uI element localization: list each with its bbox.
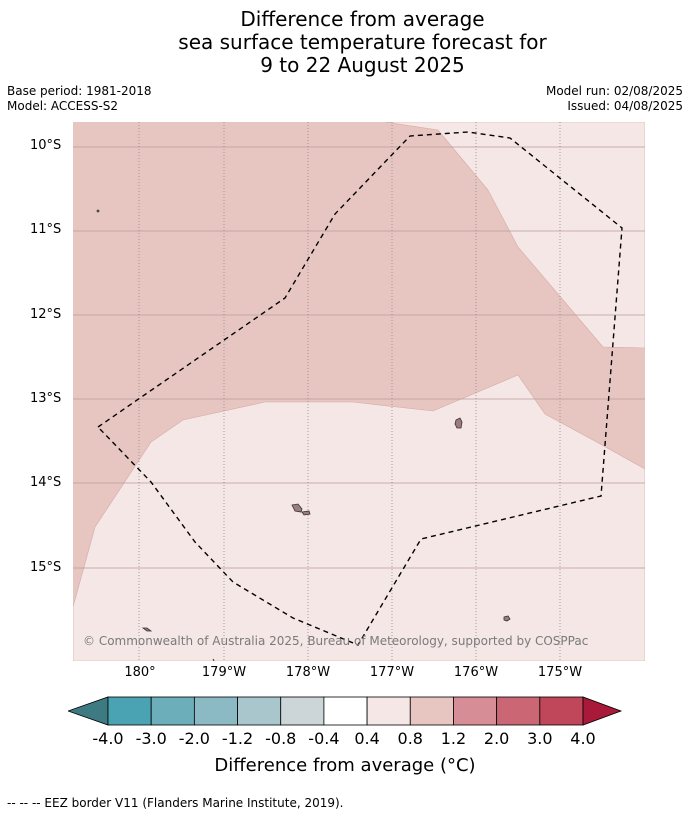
title-line-2: sea surface temperature forecast for xyxy=(178,30,547,54)
island-east xyxy=(454,417,463,429)
islet-southeast xyxy=(503,615,511,622)
map-title: Difference from average sea surface temp… xyxy=(0,8,690,77)
colorbar-tick-label: 2.0 xyxy=(483,729,510,748)
sst-anomaly-map xyxy=(73,122,645,661)
model-run: Model run: 02/08/2025 xyxy=(545,84,683,98)
colorbar-tick-label: 4.0 xyxy=(570,729,596,748)
model-name: Model: ACCESS-S2 xyxy=(7,99,119,113)
colorbar-cell xyxy=(409,696,454,726)
metadata-right: Model run: 02/08/2025 Issued: 04/08/2025 xyxy=(546,84,683,114)
islet-bottom-edge xyxy=(212,658,215,661)
title-line-1: Difference from average xyxy=(240,7,485,31)
colorbar-title: Difference from average (°C) xyxy=(214,755,476,776)
colorbar-extend-low xyxy=(68,696,109,726)
lon-label-179w: 179°W xyxy=(201,665,247,680)
colorbar-tick-label: 0.8 xyxy=(397,729,423,748)
colorbar-tick-label: -4.0 xyxy=(92,729,124,748)
colorbar-cell xyxy=(496,696,541,726)
colorbar-cell xyxy=(453,696,498,726)
lon-label-178w: 178°W xyxy=(285,665,331,680)
islet-central xyxy=(301,510,311,516)
colorbar-cell xyxy=(193,696,238,726)
islet-southwest xyxy=(141,627,153,632)
colorbar-tick-label: 0.4 xyxy=(354,729,380,748)
island-central xyxy=(291,503,303,513)
lat-label-11s: 11°S xyxy=(30,222,62,237)
colorbar xyxy=(68,696,623,726)
lon-label-175w: 175°W xyxy=(537,665,583,680)
colorbar-cell xyxy=(150,696,195,726)
lat-label-14s: 14°S xyxy=(30,475,62,490)
base-period: Base period: 1981-2018 xyxy=(7,84,152,98)
lat-label-13s: 13°S xyxy=(30,391,62,406)
metadata-left: Base period: 1981-2018 Model: ACCESS-S2 xyxy=(7,84,152,114)
colorbar-cell xyxy=(323,696,368,726)
colorbar-cells xyxy=(68,696,623,726)
lat-gridlines xyxy=(73,146,645,569)
issued-date: Issued: 04/08/2025 xyxy=(567,99,683,113)
colorbar-tick-label: -0.8 xyxy=(265,729,297,748)
eez-border xyxy=(96,131,623,646)
colorbar-tick-label: -1.2 xyxy=(221,729,254,748)
islet-northwest xyxy=(96,209,100,213)
lat-label-15s: 15°S xyxy=(30,560,62,575)
colorbar-tick-label: -2.0 xyxy=(178,729,210,748)
lon-label-180: 180° xyxy=(124,665,156,680)
colorbar-cell xyxy=(539,696,584,726)
title-line-3: 9 to 22 August 2025 xyxy=(260,53,465,77)
lon-label-176w: 176°W xyxy=(453,665,499,680)
colorbar-tick-label: 1.2 xyxy=(440,729,467,748)
region-anomaly-0.4-0.8-north xyxy=(384,122,645,349)
lat-label-12s: 12°S xyxy=(30,307,62,322)
colorbar-cell xyxy=(107,696,152,726)
islands xyxy=(96,209,511,632)
colorbar-tick-label: -3.0 xyxy=(135,729,167,748)
colorbar-cell xyxy=(237,696,282,726)
lat-label-10s: 10°S xyxy=(30,138,62,153)
colorbar-cell xyxy=(366,696,411,726)
colorbar-tick-label: -0.4 xyxy=(308,729,340,748)
colorbar-tick-label: 3.0 xyxy=(527,729,553,748)
colorbar-cell xyxy=(280,696,325,726)
eez-legend: -- -- -- EEZ border V11 (Flanders Marine… xyxy=(7,796,344,810)
colorbar-extend-high xyxy=(582,696,623,726)
region-anomaly-0.4-0.8-south xyxy=(73,374,645,661)
copyright-notice: © Commonwealth of Australia 2025, Bureau… xyxy=(83,634,589,648)
lon-label-177w: 177°W xyxy=(369,665,415,680)
